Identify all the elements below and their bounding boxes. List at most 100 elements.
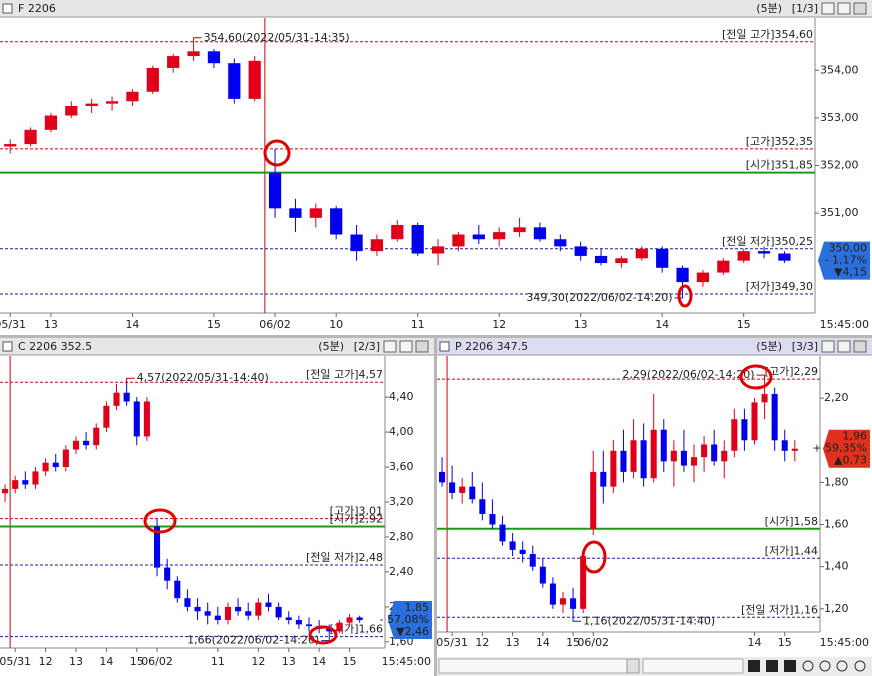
x-tick-label: 06/02: [577, 636, 609, 649]
candle-body: [431, 246, 445, 254]
x-tick-label: 15: [207, 318, 221, 331]
price-box-text: - 57,08%: [380, 613, 429, 626]
candle-body: [469, 486, 476, 500]
pane-divider: [0, 335, 872, 338]
zoom-slider[interactable]: [642, 658, 744, 674]
settings-icon[interactable]: [821, 2, 835, 15]
candle-body: [126, 91, 139, 102]
annotation-leader: [572, 617, 582, 622]
candle-body: [493, 232, 506, 240]
annotation-leader: [756, 374, 766, 380]
reference-label: [고가]2,29: [765, 365, 818, 378]
candle-body: [701, 444, 708, 458]
reference-label: [전일 고가]4,57: [306, 367, 383, 381]
candle-body: [248, 60, 261, 99]
candle-body: [620, 450, 627, 472]
pane-page: [3/3]: [792, 340, 818, 353]
x-tick-label: 14: [125, 318, 139, 331]
highlight-circle: [677, 284, 693, 308]
price-box-text: ▼4,15: [834, 266, 867, 279]
zoom-out-button[interactable]: [819, 660, 831, 672]
candle-body: [757, 251, 771, 254]
play-back-button[interactable]: [748, 660, 760, 672]
price-box-text: + 59,35%: [812, 442, 867, 455]
play-button[interactable]: [784, 660, 796, 672]
scroll-button[interactable]: [626, 658, 640, 674]
pane-checkbox[interactable]: [439, 341, 450, 352]
candle-body: [32, 471, 39, 485]
reference-label: [시가]351,85: [746, 159, 813, 172]
candle-body: [133, 401, 140, 437]
maximize-icon[interactable]: [399, 340, 413, 353]
scrollbar[interactable]: [437, 657, 872, 676]
candle-body: [696, 272, 710, 283]
maximize-icon[interactable]: [837, 340, 851, 353]
x-tick-label: 14: [99, 655, 113, 668]
settings-icon[interactable]: [383, 340, 397, 353]
candle-body: [330, 208, 343, 235]
candle-body: [513, 227, 526, 233]
settings-button[interactable]: [854, 660, 866, 672]
highlight-circle: [581, 540, 607, 574]
highlight-circle: [308, 625, 338, 645]
candle-body: [22, 480, 29, 485]
candle-body: [635, 248, 648, 259]
price-box-text: - 1,17%: [825, 254, 867, 267]
maximize-icon[interactable]: [837, 2, 851, 15]
candle-body: [656, 248, 669, 268]
annotation-leader: [126, 377, 135, 383]
pane-title: P 2206 347.5: [455, 340, 528, 353]
highlight-circle: [143, 508, 177, 534]
candle-body: [85, 103, 98, 107]
candle-body: [590, 471, 597, 529]
settings-icon[interactable]: [821, 340, 835, 353]
candle-body: [499, 524, 506, 542]
candle-body: [275, 606, 282, 618]
x-tick-label: 12: [492, 318, 506, 331]
x-tick-label: 11: [411, 318, 425, 331]
candle-body: [737, 251, 750, 261]
pane-checkbox[interactable]: [2, 3, 13, 14]
candle-body: [509, 541, 516, 550]
candle-body: [194, 606, 201, 612]
x-tick-label: 05/31: [436, 636, 468, 649]
candle-body: [167, 56, 180, 68]
candle-body: [65, 106, 78, 116]
candle-body: [356, 617, 363, 621]
pane-checkbox[interactable]: [2, 341, 13, 352]
y-tick-label: 2,80: [389, 530, 414, 543]
close-icon[interactable]: [415, 340, 429, 353]
candle-body: [336, 622, 343, 632]
annotation-label: 1,16(2022/05/31-14:40): [583, 614, 715, 627]
annotation-label: 4,57(2022/05/31-14:40): [137, 371, 269, 384]
zoom-button[interactable]: [836, 660, 848, 672]
candle-body: [113, 392, 120, 406]
reference-label: [전일 고가]354,60: [722, 27, 813, 41]
price-box-text: ▲0,73: [834, 454, 867, 467]
close-icon[interactable]: [853, 340, 867, 353]
candle-body: [570, 598, 577, 609]
highlight-circle: [739, 364, 773, 390]
candle-body: [164, 567, 171, 581]
candle-body: [741, 419, 748, 441]
x-tick-label: 13: [574, 318, 588, 331]
zoom-in-button[interactable]: [802, 660, 814, 672]
reference-label: [전일 저가]350,25: [722, 234, 813, 248]
annotation-label: 2,29(2022/06/02-14:20): [622, 368, 754, 381]
candle-body: [680, 450, 687, 466]
candle-body: [761, 393, 768, 403]
x-end-label: 15:45:00: [820, 318, 869, 331]
y-tick-label: 351,00: [820, 206, 859, 219]
reference-label: [저가]1,44: [765, 544, 818, 557]
candle-body: [105, 101, 119, 104]
close-icon[interactable]: [853, 2, 867, 15]
x-tick-label: 14: [312, 655, 326, 668]
pane-header: [437, 338, 872, 355]
x-tick-label: 06/02: [259, 318, 291, 331]
x-tick-label: 05/31: [0, 655, 31, 668]
candle-body: [224, 606, 231, 621]
scroll-left-area[interactable]: [438, 658, 640, 674]
stop-button[interactable]: [766, 660, 778, 672]
candle-body: [533, 227, 547, 240]
x-tick-label: 12: [39, 655, 53, 668]
